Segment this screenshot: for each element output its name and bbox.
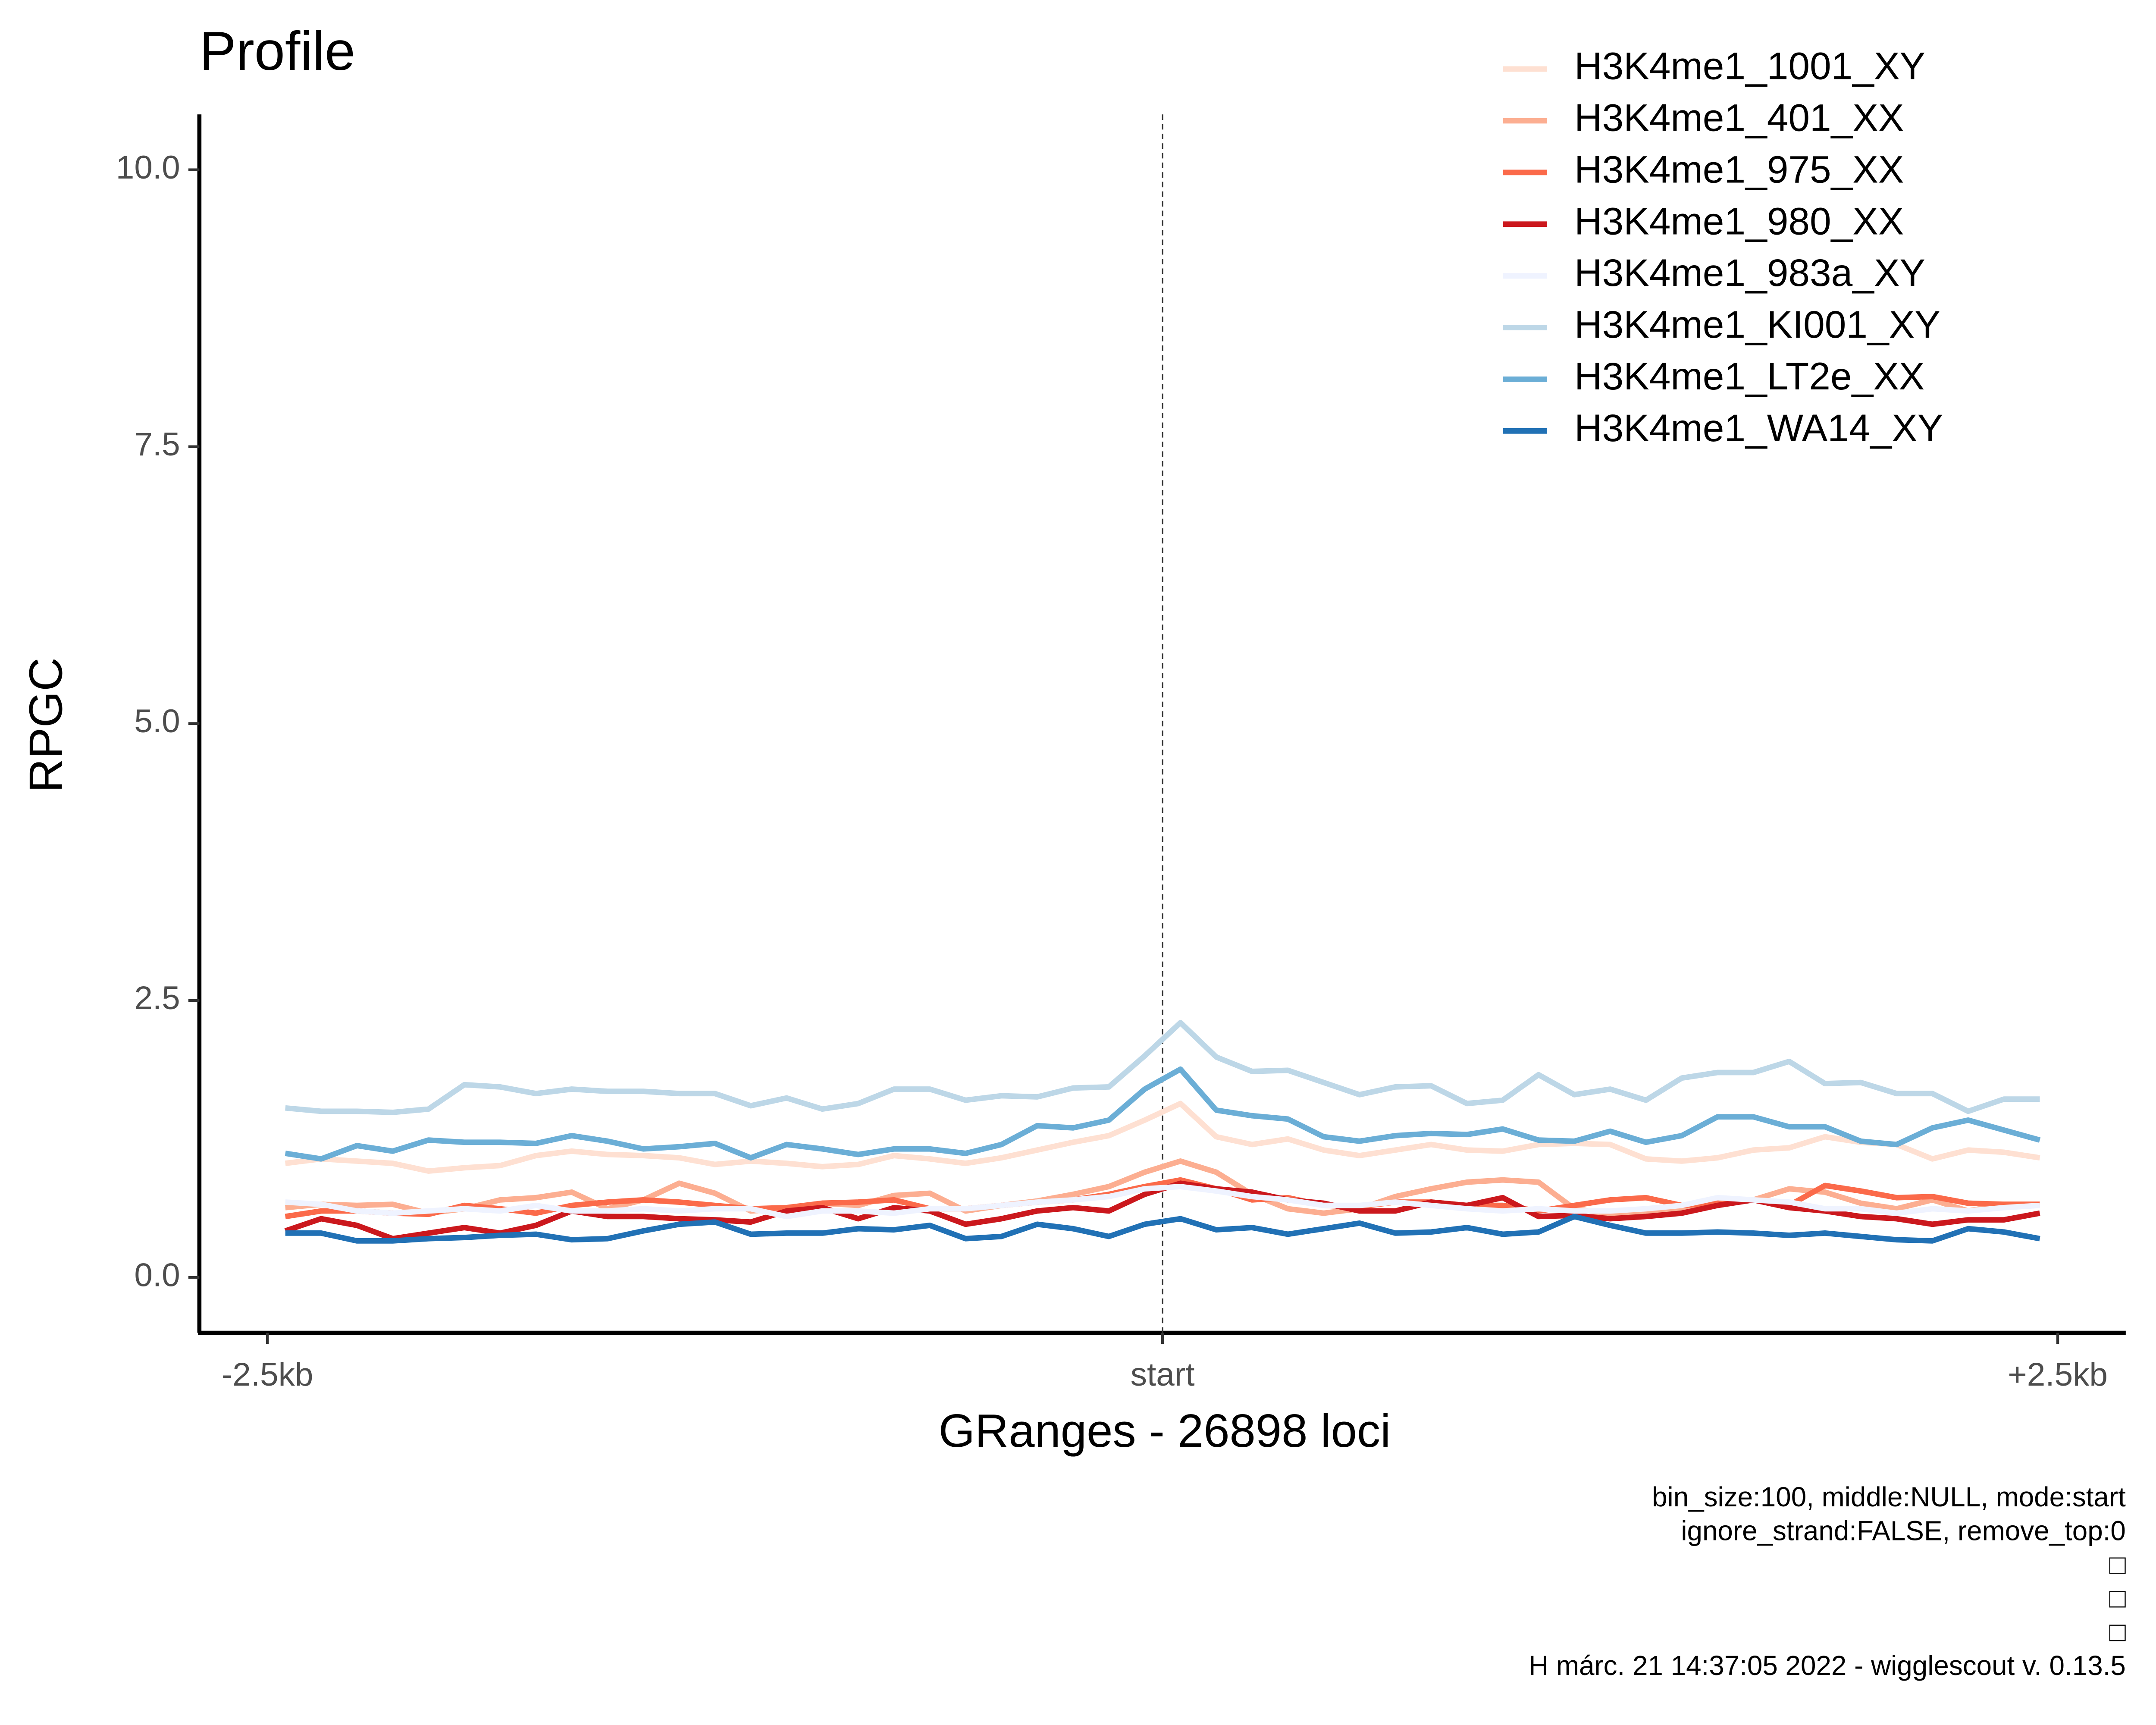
caption-line: □ [2109, 1616, 2126, 1647]
caption-line: □ [2109, 1583, 2126, 1614]
caption-line: bin_size:100, middle:NULL, mode:start [1652, 1481, 2126, 1512]
legend-label: H3K4me1_WA14_XY [1574, 406, 1943, 449]
legend-label: H3K4me1_KI001_XY [1574, 303, 1940, 346]
legend-label: H3K4me1_1001_XY [1574, 44, 1925, 88]
series-line [285, 1101, 2040, 1174]
series-line [285, 1020, 2040, 1115]
caption-line: H márc. 21 14:37:05 2022 - wigglescout v… [1529, 1650, 2126, 1681]
legend-label: H3K4me1_983a_XY [1574, 251, 1925, 294]
legend-label: H3K4me1_980_XX [1574, 199, 1904, 242]
chart-title: Profile [199, 21, 355, 82]
x-axis-title: GRanges - 26898 loci [939, 1405, 1391, 1457]
legend-label: H3K4me1_LT2e_XX [1574, 354, 1924, 398]
y-tick-label: 10.0 [116, 149, 180, 186]
y-axis-title: RPGC [19, 658, 72, 793]
x-tick-label: -2.5kb [222, 1356, 313, 1393]
series-line [285, 1214, 2040, 1244]
y-tick-label: 0.0 [134, 1257, 180, 1293]
legend-label: H3K4me1_975_XX [1574, 147, 1904, 191]
x-tick-label: +2.5kb [2008, 1356, 2108, 1393]
x-tick-label: start [1131, 1356, 1195, 1393]
series-line [285, 1184, 2040, 1220]
caption-line: □ [2109, 1549, 2126, 1580]
caption-line: ignore_strand:FALSE, remove_top:0 [1681, 1515, 2125, 1546]
y-tick-label: 2.5 [134, 980, 180, 1016]
series-line [285, 1066, 2041, 1162]
y-tick-label: 5.0 [134, 703, 180, 740]
legend-label: H3K4me1_401_XX [1574, 96, 1904, 139]
y-tick-label: 7.5 [134, 426, 180, 463]
